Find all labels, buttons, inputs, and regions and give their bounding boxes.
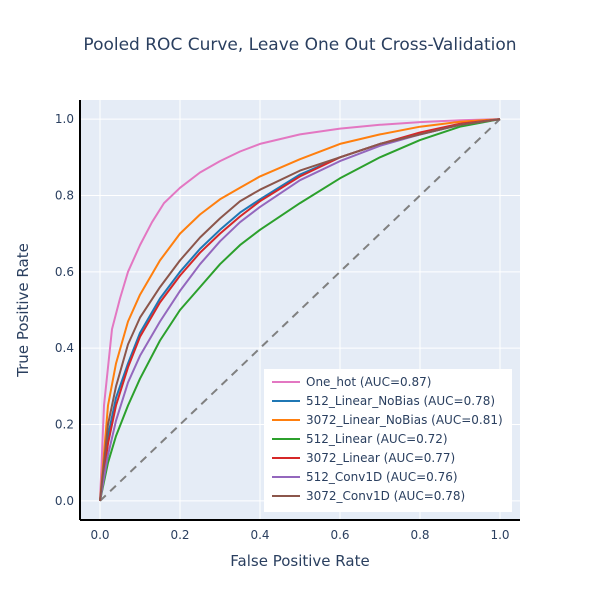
y-tick-label: 0.8 (55, 188, 74, 202)
y-axis-label: True Positive Rate (14, 243, 32, 378)
x-axis-label: False Positive Rate (230, 552, 369, 570)
x-tick-label: 0.2 (170, 528, 189, 542)
legend-label: 3072_Conv1D (AUC=0.78) (306, 489, 465, 503)
y-tick-labels: 0.0 0.2 0.4 0.6 0.8 1.0 (55, 112, 74, 508)
legend-label: 512_Conv1D (AUC=0.76) (306, 470, 458, 484)
x-tick-label: 0.6 (330, 528, 349, 542)
series-line-2 (99, 118, 501, 501)
legend-label: 512_Linear_NoBias (AUC=0.78) (306, 394, 495, 408)
series-line-5 (99, 118, 501, 502)
legend-label: 512_Linear (AUC=0.72) (306, 432, 448, 446)
x-tick-labels: 0.0 0.2 0.4 0.6 0.8 1.0 (90, 528, 509, 542)
x-tick-label: 1.0 (490, 528, 509, 542)
legend-label: 3072_Linear (AUC=0.77) (306, 451, 455, 465)
series-lines (99, 118, 501, 502)
y-tick-label: 0.2 (55, 418, 74, 432)
series-line-3 (99, 118, 501, 502)
y-tick-label: 0.4 (55, 341, 74, 355)
y-tick-label: 1.0 (55, 112, 74, 126)
legend-box (264, 369, 512, 512)
x-tick-label: 0.8 (410, 528, 429, 542)
legend-label: One_hot (AUC=0.87) (306, 375, 431, 389)
x-tick-label: 0.4 (250, 528, 269, 542)
y-tick-label: 0.0 (55, 494, 74, 508)
y-tick-label: 0.6 (55, 265, 74, 279)
legend: One_hot (AUC=0.87) 512_Linear_NoBias (AUC… (264, 369, 512, 512)
x-tick-label: 0.0 (90, 528, 109, 542)
chart-title: Pooled ROC Curve, Leave One Out Cross-Va… (83, 35, 516, 55)
legend-label: 3072_Linear_NoBias (AUC=0.81) (306, 413, 503, 427)
series-line-6 (99, 118, 501, 502)
series-line-0 (99, 118, 501, 501)
